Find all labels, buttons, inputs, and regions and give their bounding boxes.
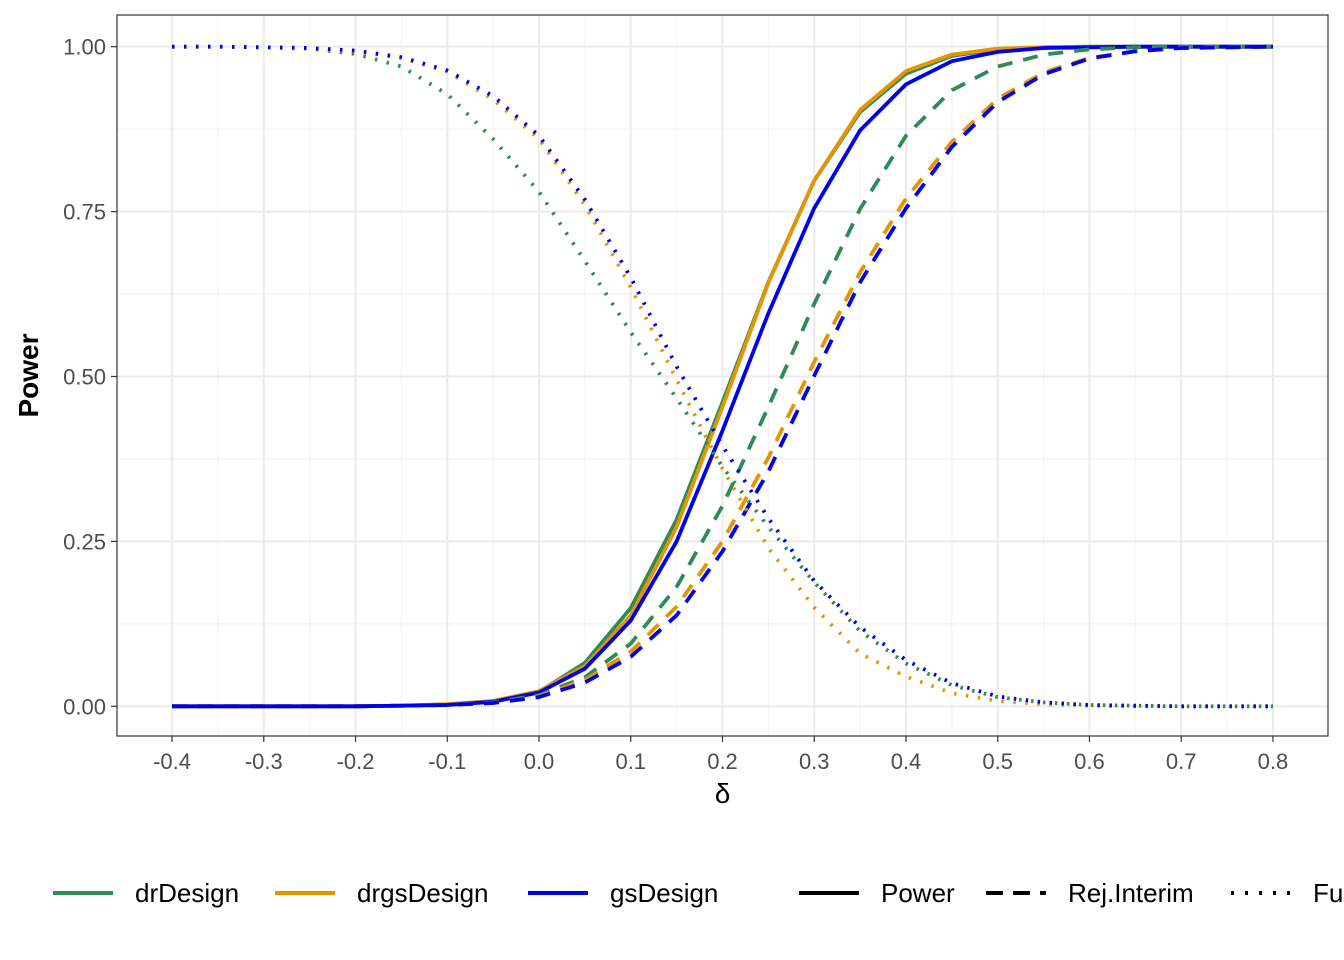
- x-axis-ticks: -0.4 -0.3 -0.2 -0.1 0.0 0.1 0.2 0.3 0.4 0.5 0.6 0.7…: [153, 736, 1288, 774]
- y-tick-label: 0.50: [63, 364, 106, 389]
- x-tick-label: -0.4: [153, 749, 191, 774]
- series-lines: [172, 44, 1274, 709]
- legend: drDesign drgsDesign gsDesign Power Rej.Inter…: [53, 878, 1343, 908]
- x-tick-label: -0.3: [245, 749, 283, 774]
- x-tick-label: 0.8: [1258, 749, 1289, 774]
- x-axis-title: δ: [715, 778, 731, 809]
- x-tick-label: 0.6: [1074, 749, 1105, 774]
- x-tick-label: 0.3: [799, 749, 830, 774]
- x-tick-label: 0.5: [982, 749, 1013, 774]
- y-axis-title: Power: [13, 333, 44, 417]
- legend-label-fu: Fu: [1313, 878, 1343, 908]
- x-tick-label: 0.0: [524, 749, 555, 774]
- y-axis-ticks: 0.00 0.25 0.50 0.75 1.00: [63, 35, 117, 719]
- y-tick-label: 1.00: [63, 35, 106, 60]
- x-tick-label: 0.2: [707, 749, 738, 774]
- legend-label-rej-interim: Rej.Interim: [1068, 878, 1194, 908]
- legend-label-power: Power: [881, 878, 955, 908]
- x-tick-label: -0.2: [337, 749, 375, 774]
- x-tick-label: 0.4: [891, 749, 922, 774]
- y-tick-label: 0.75: [63, 200, 106, 225]
- y-tick-label: 0.00: [63, 694, 106, 719]
- legend-label-gsDesign: gsDesign: [610, 878, 718, 908]
- major-gridlines: [117, 15, 1328, 736]
- x-tick-label: 0.1: [615, 749, 646, 774]
- y-tick-label: 0.25: [63, 529, 106, 554]
- series-line-drgsDesign-fu: [172, 44, 1273, 709]
- series-line-gsDesign-rej-interim: [172, 44, 1274, 709]
- x-tick-label: 0.7: [1166, 749, 1197, 774]
- legend-label-drDesign: drDesign: [135, 878, 239, 908]
- legend-label-drgsDesign: drgsDesign: [357, 878, 489, 908]
- x-tick-label: -0.1: [428, 749, 466, 774]
